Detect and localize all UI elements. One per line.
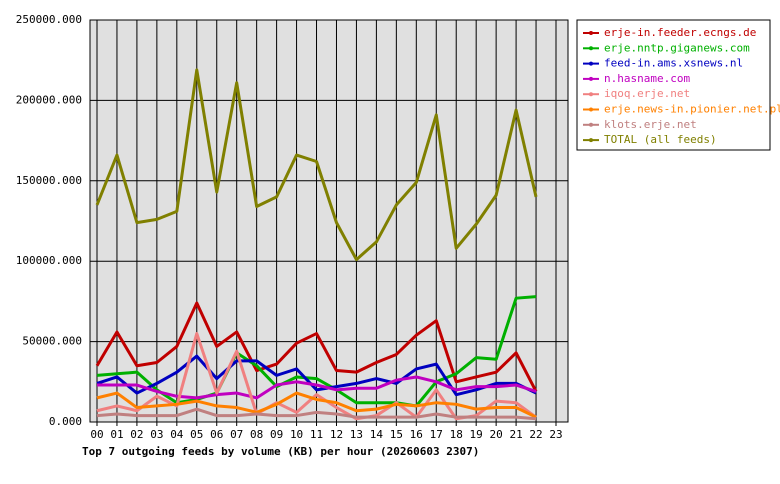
x-tick-label: 16 <box>410 428 423 441</box>
x-tick-label: 17 <box>430 428 443 441</box>
y-tick-label: 0.000 <box>49 415 82 428</box>
x-tick-label: 00 <box>90 428 103 441</box>
legend-marker <box>589 46 593 51</box>
legend-marker <box>589 31 593 35</box>
legend-label: TOTAL (all feeds) <box>604 133 717 146</box>
x-tick-label: 21 <box>509 428 522 441</box>
x-tick-label: 08 <box>250 428 263 441</box>
x-tick-label: 02 <box>130 428 143 441</box>
legend-label: feed-in.ams.xsnews.nl <box>604 57 743 70</box>
legend-label: iqoq.erje.net <box>604 87 690 100</box>
legend-label: erje.news-in.pionier.net.pl <box>604 103 780 116</box>
x-tick-label: 22 <box>529 428 542 441</box>
x-tick-label: 12 <box>330 428 343 441</box>
x-axis-label: Top 7 outgoing feeds by volume (KB) per … <box>82 445 479 458</box>
series-line <box>95 68 538 262</box>
legend-label: n.hasname.com <box>604 72 690 85</box>
x-tick-label: 03 <box>150 428 163 441</box>
x-tick-label: 23 <box>549 428 562 441</box>
x-tick-label: 18 <box>450 428 463 441</box>
legend-marker <box>589 107 593 112</box>
series-line <box>96 391 537 419</box>
series-line <box>96 354 537 397</box>
series-line <box>96 407 537 421</box>
legend-label: klots.erje.net <box>604 118 697 131</box>
x-tick-label: 01 <box>110 428 123 441</box>
x-tick-label: 19 <box>470 428 483 441</box>
x-tick-label: 10 <box>290 428 303 441</box>
y-tick-label: 200000.000 <box>16 93 82 106</box>
legend-marker <box>589 122 593 127</box>
y-tick-label: 250000.000 <box>16 13 82 26</box>
series-line <box>97 375 537 400</box>
x-tick-label: 20 <box>490 428 503 441</box>
x-tick-label: 06 <box>210 428 223 441</box>
legend-label: erje.nntp.giganews.com <box>604 41 750 54</box>
series-line <box>95 301 538 393</box>
x-tick-label: 04 <box>170 428 184 441</box>
legend-marker <box>589 76 593 81</box>
legend-marker <box>589 92 593 97</box>
legend-label: erje-in.feeder.ecngs.de <box>604 26 756 39</box>
y-tick-label: 100000.000 <box>16 254 82 267</box>
legend-marker <box>589 138 593 143</box>
y-tick-label: 150000.000 <box>16 174 82 187</box>
legend-marker <box>589 61 593 66</box>
x-tick-label: 05 <box>190 428 203 441</box>
x-tick-label: 15 <box>390 428 403 441</box>
series-line <box>96 295 537 408</box>
legend <box>576 19 771 151</box>
y-tick-label: 50000.000 <box>22 335 82 348</box>
x-tick-label: 14 <box>370 428 384 441</box>
x-tick-label: 09 <box>270 428 283 441</box>
x-tick-label: 11 <box>310 428 323 441</box>
x-tick-label: 13 <box>350 428 363 441</box>
x-tick-label: 07 <box>230 428 243 441</box>
